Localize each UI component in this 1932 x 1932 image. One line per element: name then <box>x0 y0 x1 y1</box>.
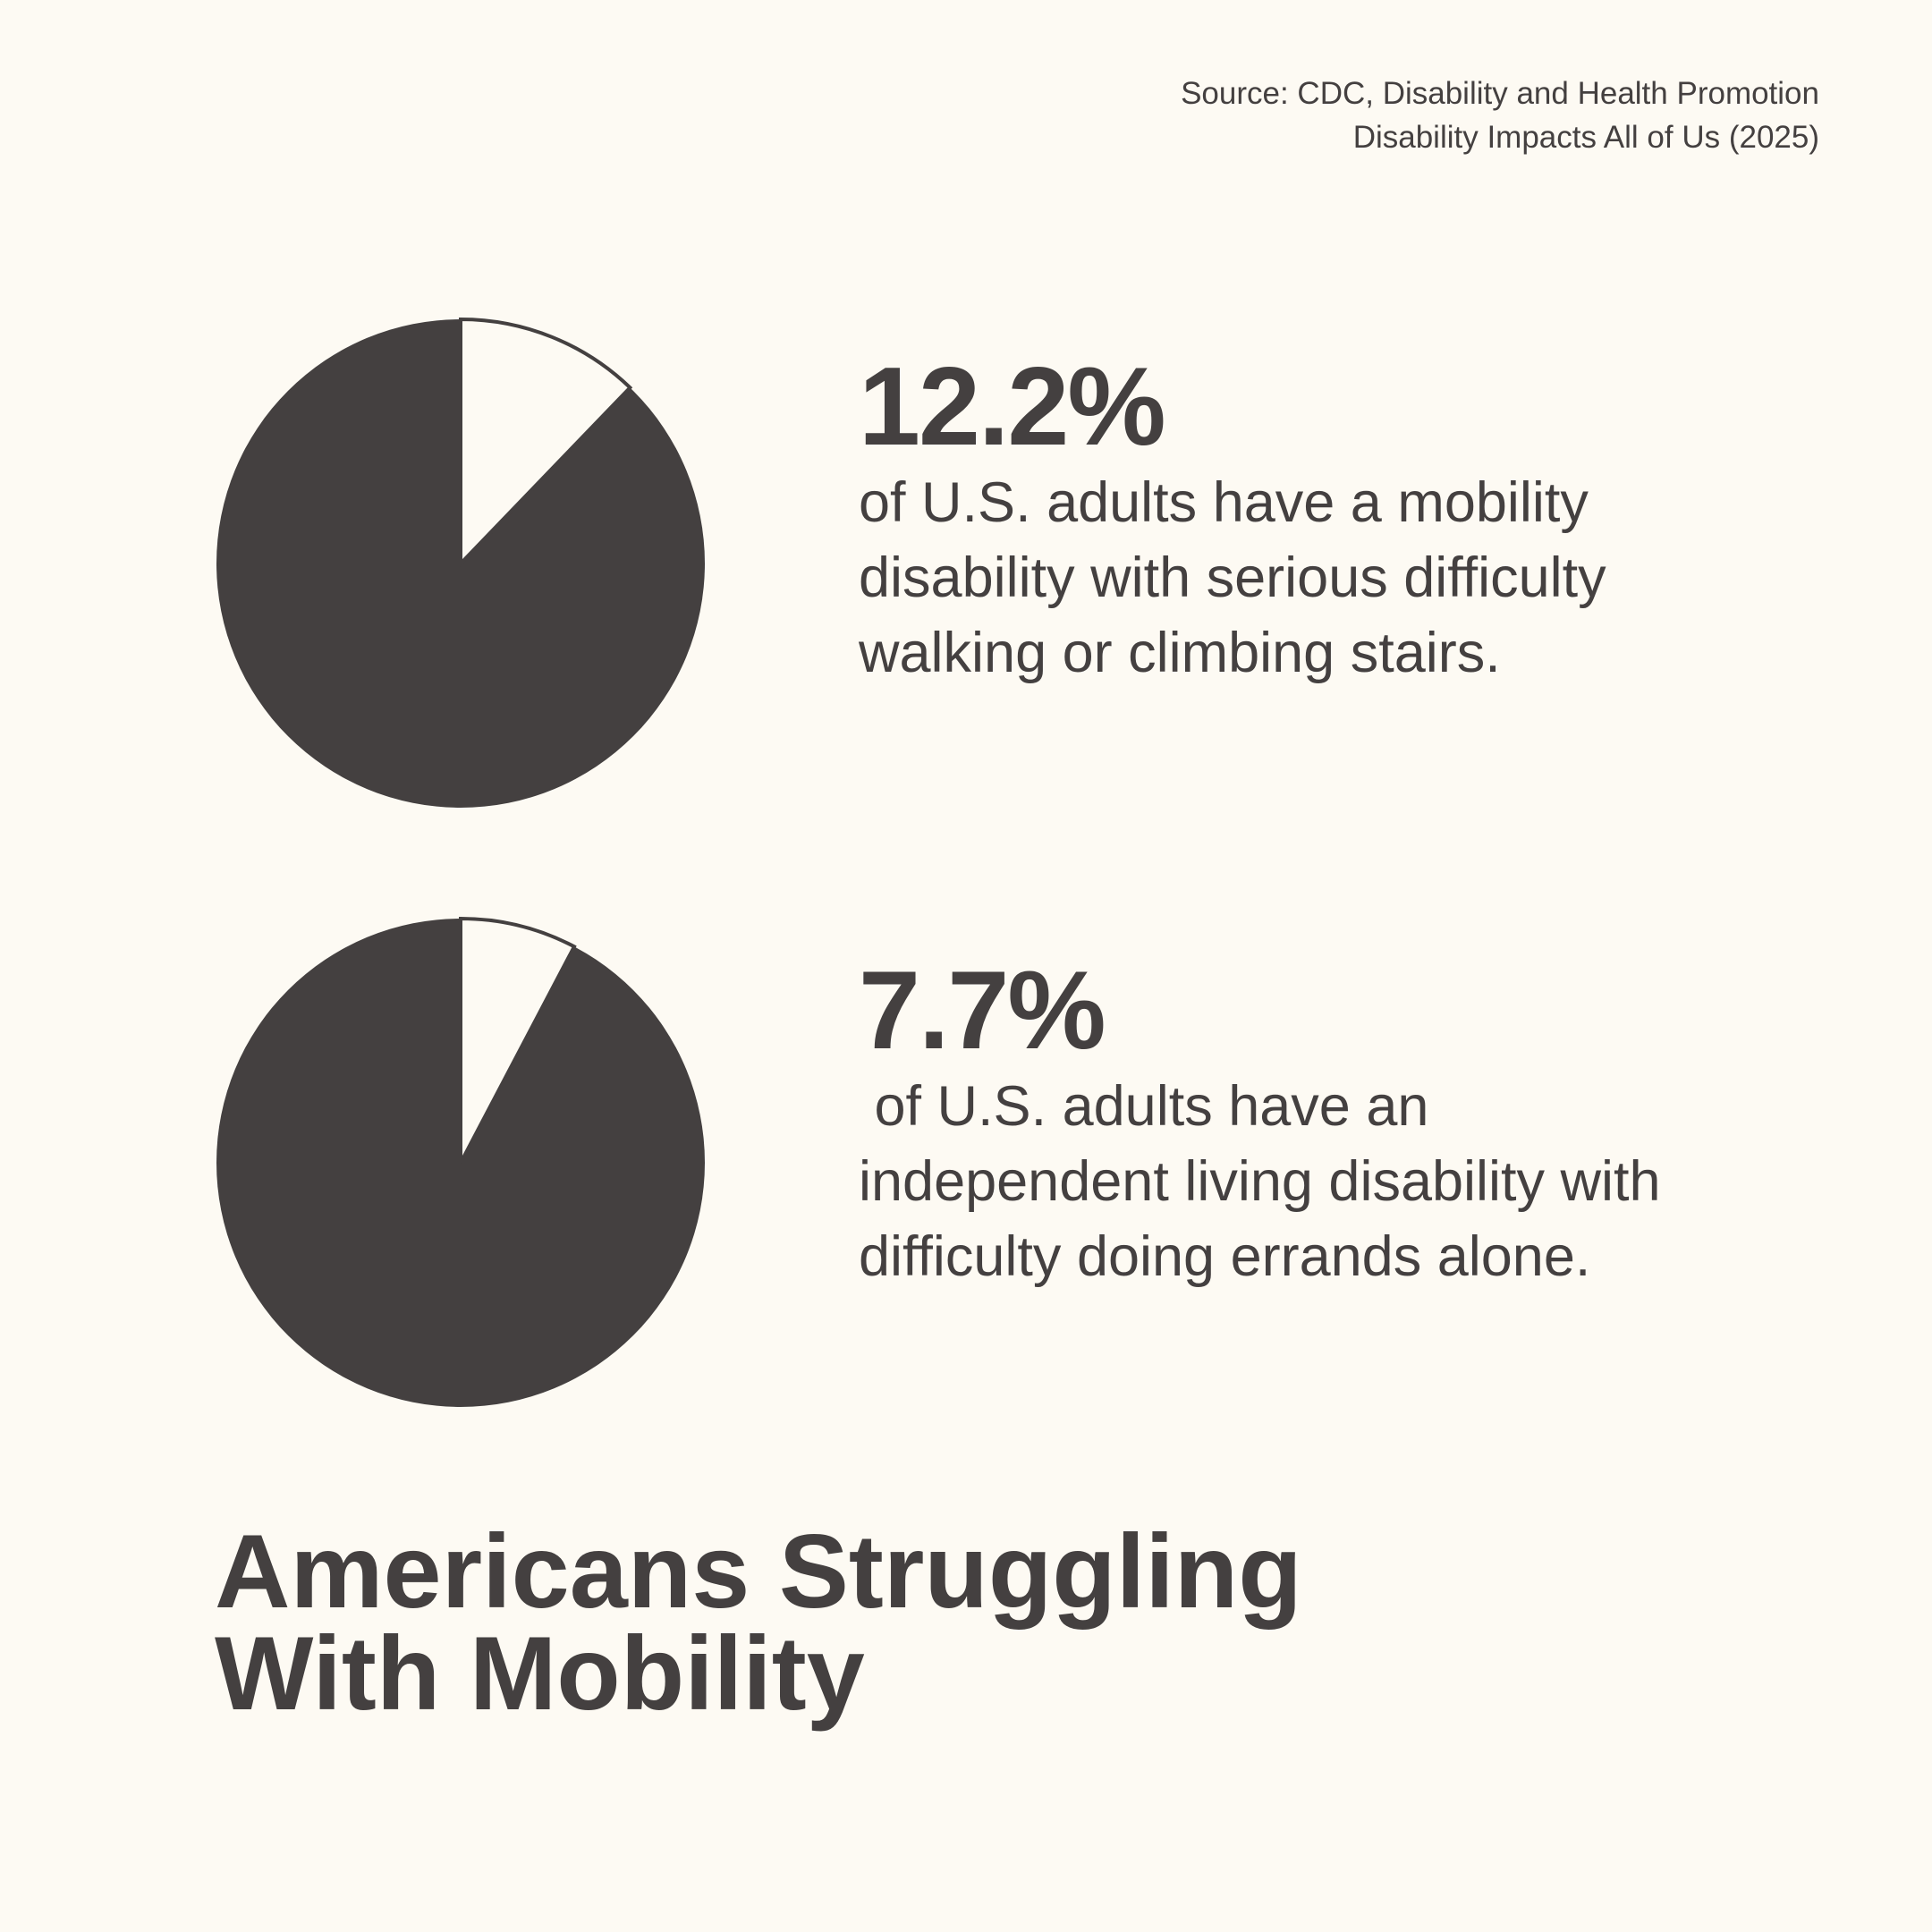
stat-value-independent-living: 7.7% <box>859 949 1106 1072</box>
stat-description-independent-living: of U.S. adults have an independent livin… <box>859 1075 1677 1288</box>
title-line-1: Americans Struggling <box>215 1513 1302 1630</box>
title-line-2: With Mobility <box>215 1614 865 1732</box>
pie-chart-independent-living <box>215 917 707 1409</box>
stat-description-mobility: of U.S. adults have a mobility disabilit… <box>859 471 1623 684</box>
source-line-2: Disability Impacts All of Us (2025) <box>1352 120 1819 155</box>
pie-slice-independent-living <box>459 917 577 1164</box>
pie-chart-mobility <box>215 318 707 809</box>
page-title: Americans Struggling With Mobility <box>215 1513 1302 1732</box>
source-line-1: Source: CDC, Disability and Health Promo… <box>1181 76 1819 111</box>
stat-block-mobility: 12.2% of U.S. adults have a mobility dis… <box>859 349 1664 691</box>
source-note: Source: CDC, Disability and Health Promo… <box>1181 72 1819 159</box>
stat-block-independent-living: 7.7% of U.S. adults have an independent … <box>859 953 1664 1294</box>
pie-svg-mobility <box>216 318 705 808</box>
pie-slice-mobility <box>459 318 633 568</box>
stat-value-mobility: 12.2% <box>859 345 1166 469</box>
pie-svg-independent-living <box>216 917 705 1407</box>
